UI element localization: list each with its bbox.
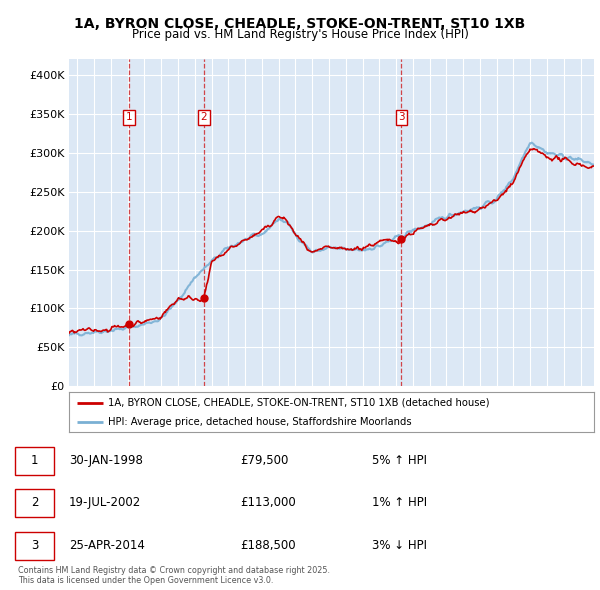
Text: 2: 2 (31, 496, 38, 509)
Text: 3: 3 (31, 539, 38, 552)
Text: 5% ↑ HPI: 5% ↑ HPI (372, 454, 427, 467)
Text: £113,000: £113,000 (240, 496, 296, 509)
Text: Price paid vs. HM Land Registry's House Price Index (HPI): Price paid vs. HM Land Registry's House … (131, 28, 469, 41)
Text: 3: 3 (398, 113, 405, 123)
Text: 3% ↓ HPI: 3% ↓ HPI (372, 539, 427, 552)
Text: £188,500: £188,500 (240, 539, 296, 552)
Text: £79,500: £79,500 (240, 454, 289, 467)
Text: 25-APR-2014: 25-APR-2014 (69, 539, 145, 552)
Text: 1: 1 (126, 113, 133, 123)
Text: 1: 1 (31, 454, 38, 467)
Text: 30-JAN-1998: 30-JAN-1998 (69, 454, 143, 467)
Text: 1A, BYRON CLOSE, CHEADLE, STOKE-ON-TRENT, ST10 1XB (detached house): 1A, BYRON CLOSE, CHEADLE, STOKE-ON-TRENT… (109, 398, 490, 408)
Text: Contains HM Land Registry data © Crown copyright and database right 2025.
This d: Contains HM Land Registry data © Crown c… (18, 566, 330, 585)
Text: 2: 2 (201, 113, 208, 123)
Text: 19-JUL-2002: 19-JUL-2002 (69, 496, 141, 509)
Text: HPI: Average price, detached house, Staffordshire Moorlands: HPI: Average price, detached house, Staf… (109, 417, 412, 427)
Text: 1A, BYRON CLOSE, CHEADLE, STOKE-ON-TRENT, ST10 1XB: 1A, BYRON CLOSE, CHEADLE, STOKE-ON-TRENT… (74, 17, 526, 31)
Text: 1% ↑ HPI: 1% ↑ HPI (372, 496, 427, 509)
